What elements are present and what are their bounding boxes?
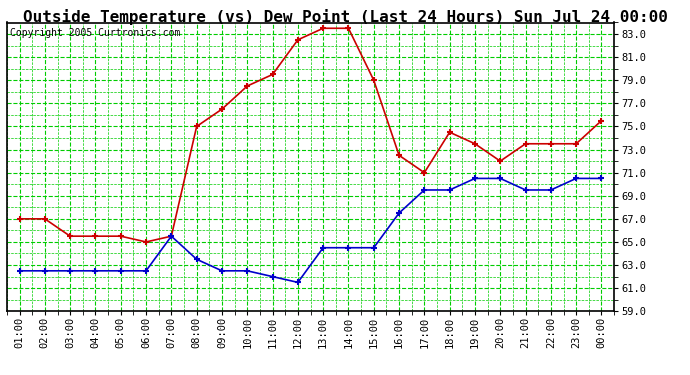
Text: Copyright 2005 Curtronics.com: Copyright 2005 Curtronics.com	[10, 28, 180, 38]
Text: Outside Temperature (vs) Dew Point (Last 24 Hours) Sun Jul 24 00:00: Outside Temperature (vs) Dew Point (Last…	[23, 9, 667, 26]
